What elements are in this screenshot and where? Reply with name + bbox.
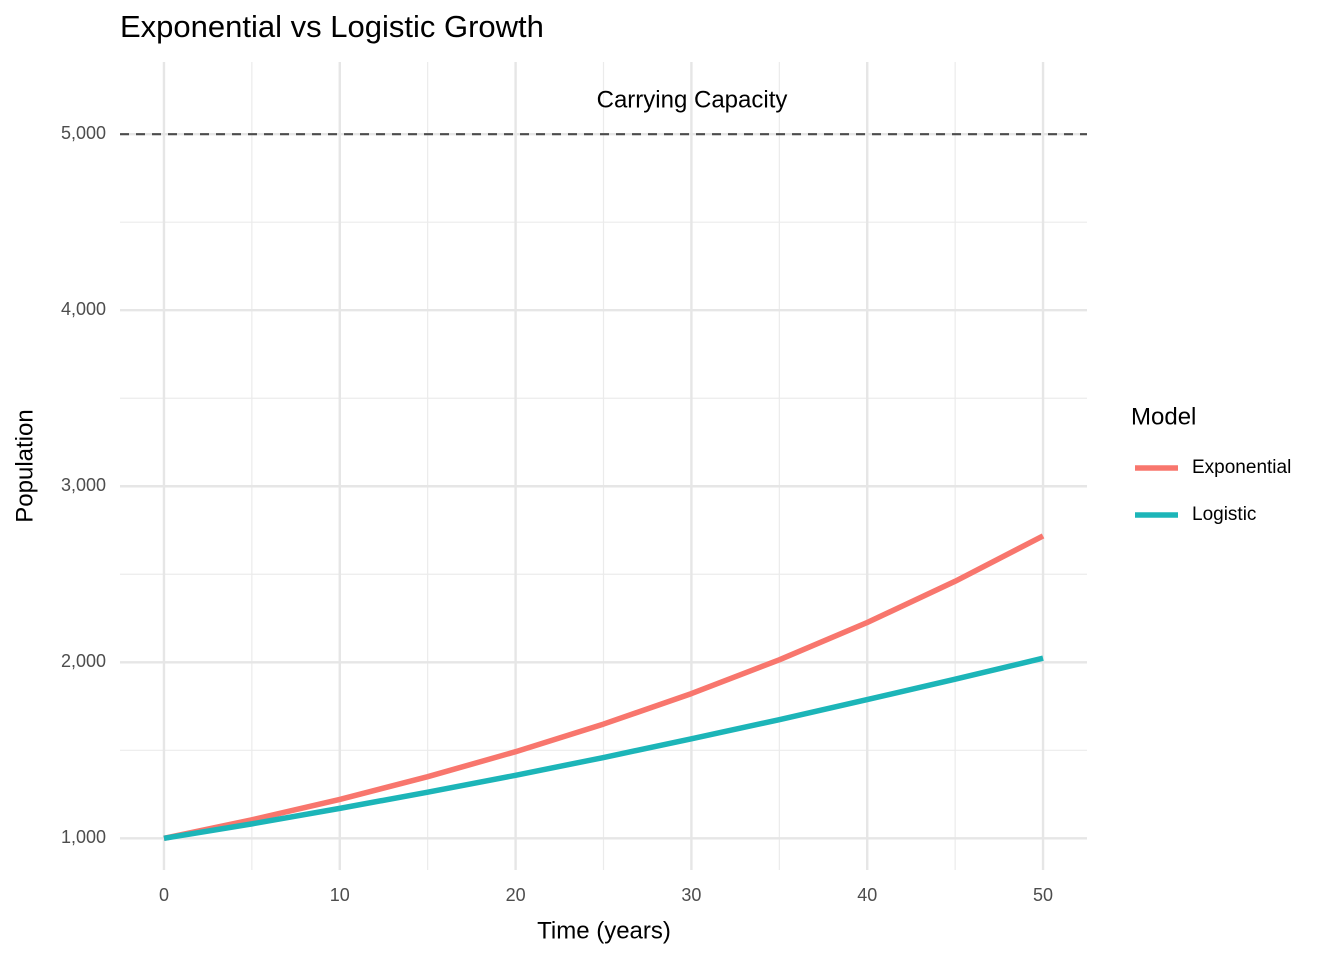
y-tick-label: 4,000 xyxy=(61,299,106,319)
x-tick-label: 40 xyxy=(857,885,877,905)
x-tick-label: 50 xyxy=(1033,885,1053,905)
y-tick-label: 2,000 xyxy=(61,651,106,671)
y-tick-label: 5,000 xyxy=(61,123,106,143)
annotation: Carrying Capacity xyxy=(597,86,788,113)
x-tick-label: 10 xyxy=(330,885,350,905)
legend-label: Logistic xyxy=(1192,504,1256,525)
line-series xyxy=(163,655,1044,842)
line-series xyxy=(163,533,1045,842)
x-tick-label: 30 xyxy=(681,885,701,905)
y-tick-label: 3,000 xyxy=(61,475,106,495)
chart-title: Exponential vs Logistic Growth xyxy=(120,9,544,44)
y-tick-label: 1,000 xyxy=(61,827,106,847)
legend-label: Exponential xyxy=(1192,457,1291,478)
x-axis-title: Time (years) xyxy=(537,917,671,944)
x-tick-label: 0 xyxy=(159,885,169,905)
y-axis-title: Population xyxy=(11,409,38,522)
legend-title: Model xyxy=(1131,403,1196,430)
x-tick-label: 20 xyxy=(506,885,526,905)
